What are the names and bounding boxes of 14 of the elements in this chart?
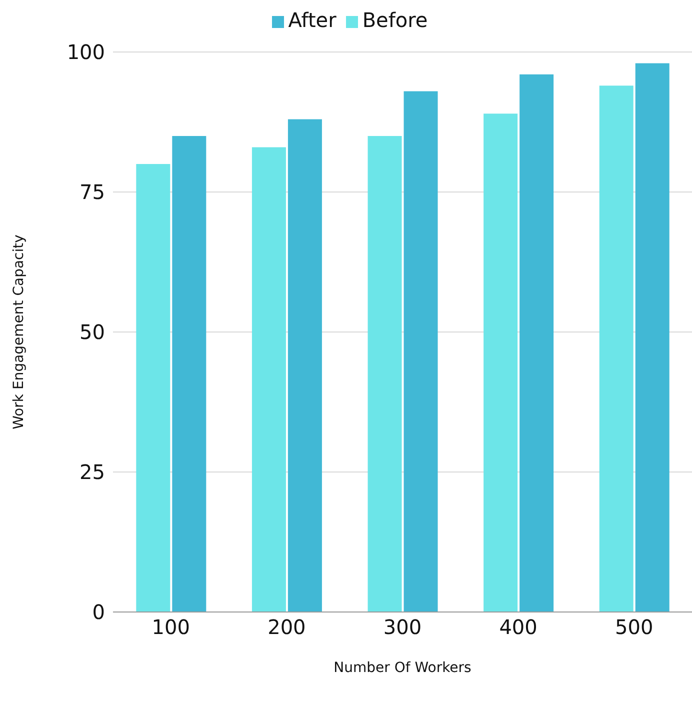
x-tick-label: 400 [499, 615, 538, 640]
y-tick-label: 75 [80, 180, 105, 204]
x-tick-label: 300 [383, 615, 422, 640]
y-tick-label: 0 [92, 600, 105, 624]
x-tick-label: 200 [268, 615, 306, 640]
legend-label: After [288, 8, 336, 32]
x-tick-label: 500 [615, 615, 654, 640]
x-axis-title: Number Of Workers [334, 660, 472, 676]
y-axis-title: Work Engagement Capacity [10, 234, 27, 430]
y-tick-label: 50 [80, 320, 105, 344]
y-tick-label: 25 [80, 460, 105, 484]
legend-label: Before [362, 8, 428, 32]
x-tick-label: 100 [152, 615, 190, 640]
y-tick-label: 100 [66, 40, 105, 64]
